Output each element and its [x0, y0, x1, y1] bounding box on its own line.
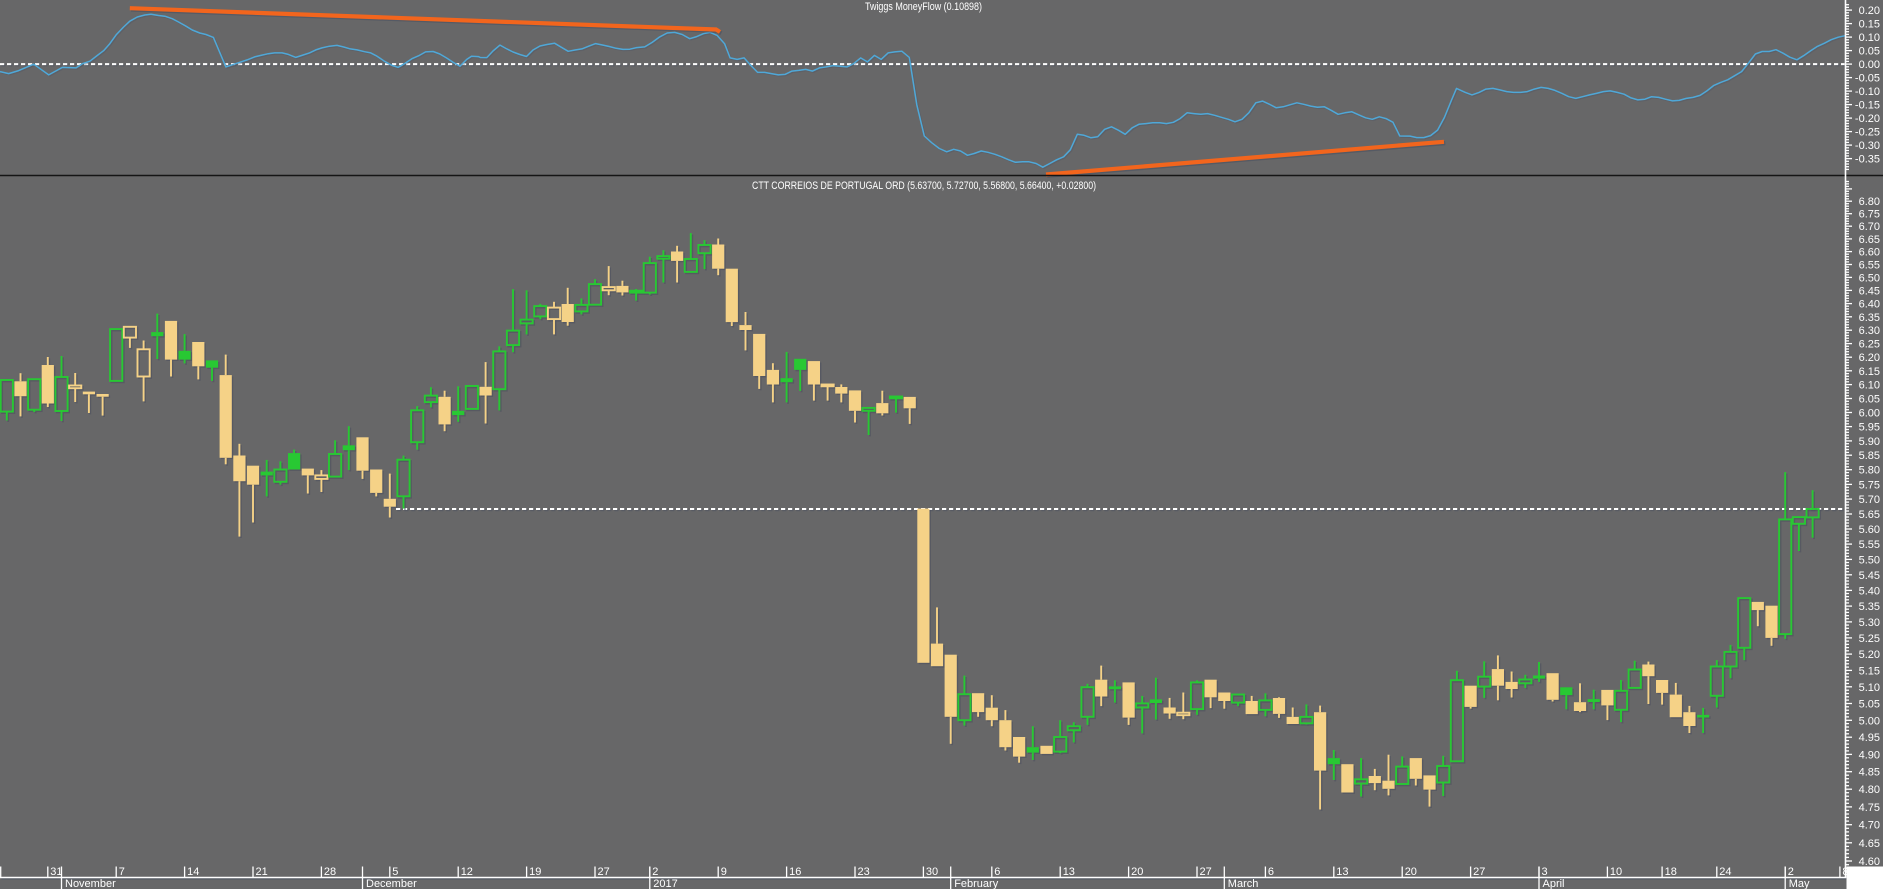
svg-text:4.60: 4.60 [1859, 856, 1880, 868]
svg-text:6.55: 6.55 [1859, 260, 1880, 272]
svg-text:0.05: 0.05 [1859, 46, 1880, 58]
svg-text:0.20: 0.20 [1859, 5, 1880, 17]
svg-text:27: 27 [1473, 866, 1485, 878]
svg-text:4.65: 4.65 [1859, 838, 1880, 850]
svg-text:24: 24 [1719, 866, 1731, 878]
svg-text:5.20: 5.20 [1859, 649, 1880, 661]
svg-text:3: 3 [1542, 866, 1548, 878]
svg-text:5.60: 5.60 [1859, 524, 1880, 536]
svg-text:5.25: 5.25 [1859, 633, 1880, 645]
svg-text:5.10: 5.10 [1859, 682, 1880, 694]
svg-text:21: 21 [256, 866, 268, 878]
svg-text:5.65: 5.65 [1859, 509, 1880, 521]
svg-text:14: 14 [187, 866, 199, 878]
svg-text:6.35: 6.35 [1859, 312, 1880, 324]
svg-text:4.75: 4.75 [1859, 802, 1880, 814]
svg-text:-0.30: -0.30 [1855, 140, 1880, 152]
svg-text:March: March [1228, 878, 1259, 889]
svg-text:6.50: 6.50 [1859, 272, 1880, 284]
svg-text:-0.25: -0.25 [1855, 127, 1880, 139]
svg-text:20: 20 [1131, 866, 1143, 878]
svg-text:February: February [954, 878, 999, 889]
svg-text:27: 27 [598, 866, 610, 878]
svg-text:6.65: 6.65 [1859, 234, 1880, 246]
svg-text:6.60: 6.60 [1859, 247, 1880, 259]
svg-text:5.85: 5.85 [1859, 450, 1880, 462]
svg-text:6.05: 6.05 [1859, 394, 1880, 406]
svg-text:6.30: 6.30 [1859, 325, 1880, 337]
svg-text:5.55: 5.55 [1859, 539, 1880, 551]
svg-text:4.85: 4.85 [1859, 767, 1880, 779]
svg-text:18: 18 [1665, 866, 1677, 878]
svg-text:6.45: 6.45 [1859, 285, 1880, 297]
svg-text:30: 30 [926, 866, 938, 878]
svg-text:5.30: 5.30 [1859, 617, 1880, 629]
svg-text:6.75: 6.75 [1859, 209, 1880, 221]
svg-text:6.20: 6.20 [1859, 352, 1880, 364]
svg-text:5.35: 5.35 [1859, 601, 1880, 613]
svg-text:5.45: 5.45 [1859, 570, 1880, 582]
svg-text:28: 28 [324, 866, 336, 878]
svg-text:12: 12 [461, 866, 473, 878]
svg-text:6.70: 6.70 [1859, 221, 1880, 233]
svg-text:5.15: 5.15 [1859, 665, 1880, 677]
svg-text:5.90: 5.90 [1859, 436, 1880, 448]
svg-text:-0.10: -0.10 [1855, 86, 1880, 98]
svg-text:5: 5 [392, 866, 398, 878]
svg-text:6: 6 [1268, 866, 1274, 878]
svg-text:CTT CORREIOS DE PORTUGAL ORD (: CTT CORREIOS DE PORTUGAL ORD (5.63700, 5… [752, 180, 1096, 192]
svg-text:4.90: 4.90 [1859, 749, 1880, 761]
svg-text:2017: 2017 [653, 878, 677, 889]
svg-text:0.10: 0.10 [1859, 32, 1880, 44]
svg-text:6.40: 6.40 [1859, 299, 1880, 311]
svg-text:May: May [1789, 878, 1810, 889]
svg-text:27: 27 [1200, 866, 1212, 878]
svg-text:April: April [1543, 878, 1565, 889]
svg-text:5.80: 5.80 [1859, 465, 1880, 477]
svg-text:19: 19 [529, 866, 541, 878]
svg-text:-0.05: -0.05 [1855, 73, 1880, 85]
svg-text:9: 9 [721, 866, 727, 878]
svg-text:5.75: 5.75 [1859, 479, 1880, 491]
svg-text:4.70: 4.70 [1859, 820, 1880, 832]
svg-text:6: 6 [994, 866, 1000, 878]
svg-text:6.80: 6.80 [1859, 196, 1880, 208]
svg-text:5.40: 5.40 [1859, 585, 1880, 597]
svg-text:2: 2 [1788, 866, 1794, 878]
svg-text:6.00: 6.00 [1859, 408, 1880, 420]
svg-text:2: 2 [652, 866, 658, 878]
svg-text:0.00: 0.00 [1859, 59, 1880, 71]
svg-text:-0.15: -0.15 [1855, 100, 1880, 112]
svg-text:16: 16 [789, 866, 801, 878]
svg-text:4.95: 4.95 [1859, 732, 1880, 744]
svg-text:5.50: 5.50 [1859, 554, 1880, 566]
svg-text:Twiggs MoneyFlow (0.10898): Twiggs MoneyFlow (0.10898) [865, 1, 982, 13]
svg-text:November: November [65, 878, 116, 889]
svg-text:13: 13 [1336, 866, 1348, 878]
svg-text:0.15: 0.15 [1859, 19, 1880, 31]
svg-text:13: 13 [1063, 866, 1075, 878]
svg-text:5.05: 5.05 [1859, 699, 1880, 711]
svg-text:23: 23 [858, 866, 870, 878]
svg-text:8: 8 [1842, 866, 1848, 878]
svg-text:10: 10 [1610, 866, 1622, 878]
svg-text:6.15: 6.15 [1859, 366, 1880, 378]
svg-text:-0.20: -0.20 [1855, 113, 1880, 125]
svg-text:-0.35: -0.35 [1855, 154, 1880, 166]
svg-text:5.95: 5.95 [1859, 422, 1880, 434]
svg-text:December: December [366, 878, 417, 889]
svg-text:4.80: 4.80 [1859, 784, 1880, 796]
svg-text:5.70: 5.70 [1859, 494, 1880, 506]
svg-text:31: 31 [50, 866, 62, 878]
svg-text:20: 20 [1405, 866, 1417, 878]
svg-text:7: 7 [119, 866, 125, 878]
svg-text:6.10: 6.10 [1859, 380, 1880, 392]
svg-text:6.25: 6.25 [1859, 339, 1880, 351]
svg-text:5.00: 5.00 [1859, 715, 1880, 727]
